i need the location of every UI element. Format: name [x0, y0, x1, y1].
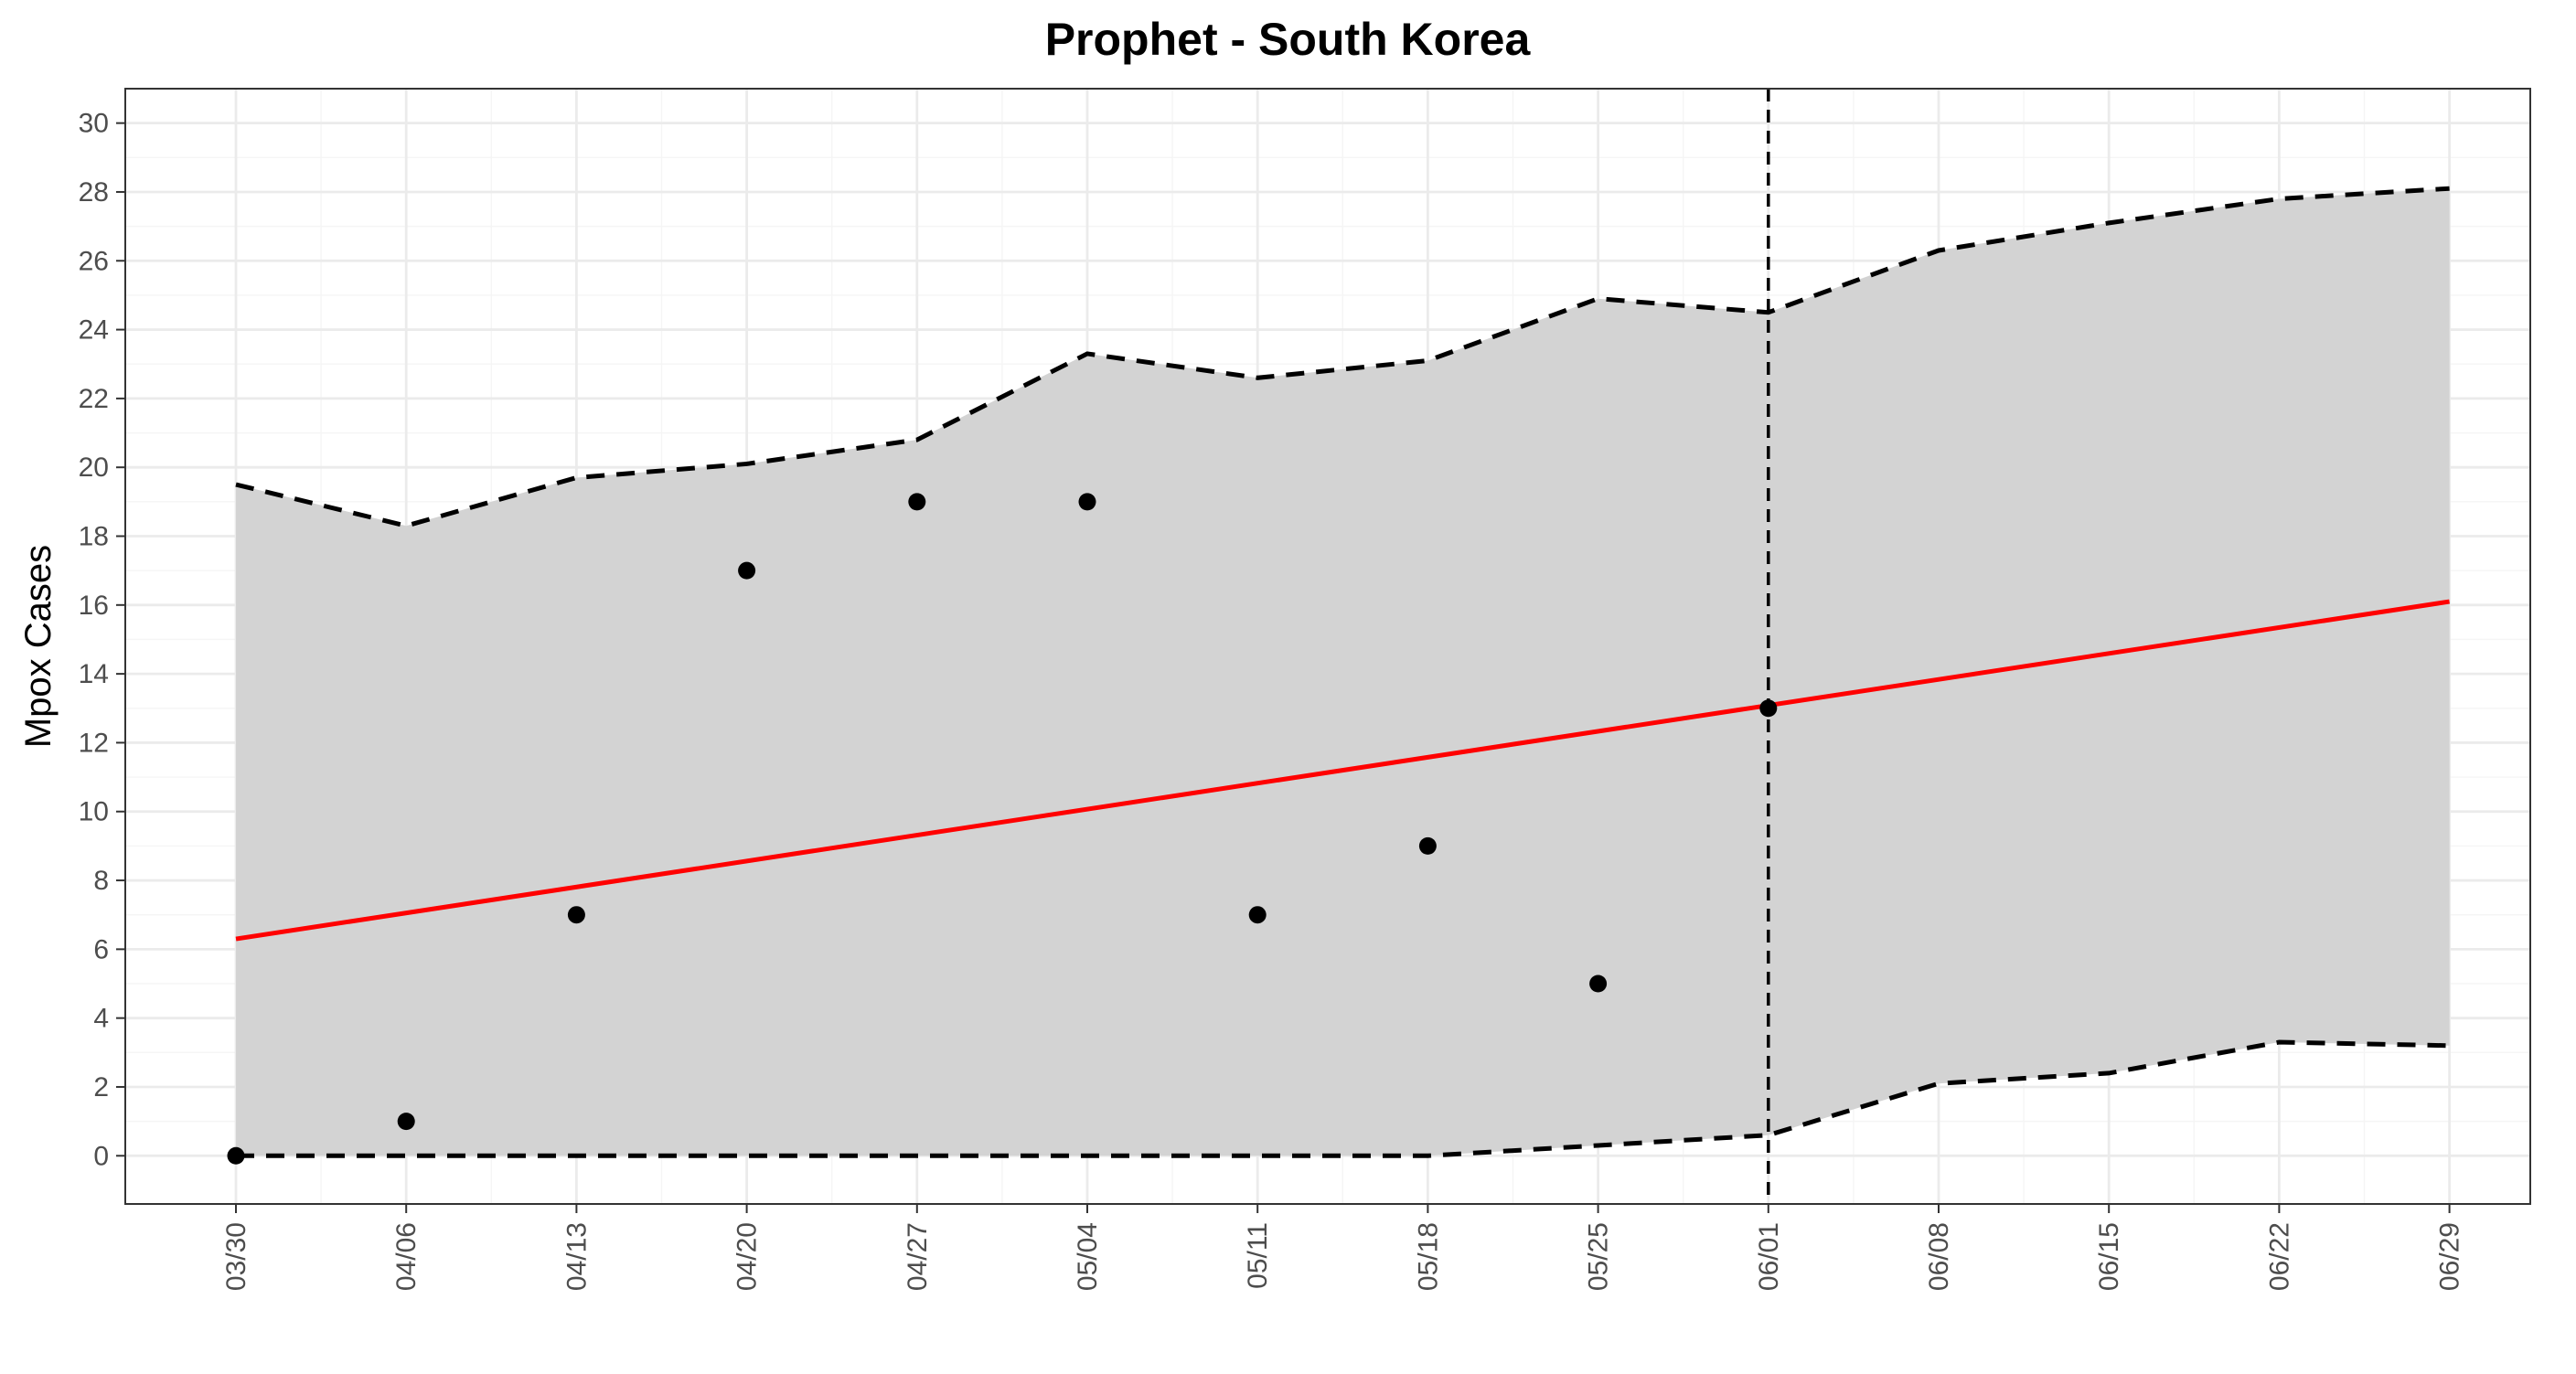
data-point [397, 1113, 415, 1131]
y-tick-label: 8 [93, 866, 109, 896]
data-point [1418, 836, 1437, 855]
chart-title: Prophet - South Korea [1045, 14, 1532, 65]
data-point [908, 493, 926, 511]
data-point [738, 561, 756, 580]
y-tick-label: 22 [79, 384, 109, 414]
x-tick-label: 04/06 [391, 1222, 422, 1291]
x-tick-label: 05/04 [1073, 1222, 1103, 1291]
y-tick-label: 18 [79, 522, 109, 552]
y-axis-label: Mpox Cases [18, 545, 59, 748]
upper-bound-line [235, 186, 2450, 528]
data-point [1759, 699, 1778, 718]
x-tick-label: 06/01 [1754, 1222, 1784, 1291]
y-tick-label: 30 [79, 109, 109, 139]
x-tick-label: 05/11 [1243, 1222, 1273, 1289]
uncertainty-band [236, 188, 2450, 1156]
y-tick-label: 12 [79, 728, 109, 758]
data-point [1589, 975, 1608, 993]
x-tick-label: 05/18 [1413, 1222, 1443, 1291]
y-tick-label: 6 [93, 934, 109, 964]
y-tick-label: 28 [79, 177, 109, 208]
y-tick-label: 4 [93, 1004, 109, 1034]
x-tick-label: 04/27 [903, 1222, 933, 1291]
x-tick-label: 03/30 [221, 1222, 251, 1291]
x-tick-label: 06/08 [1924, 1222, 1954, 1291]
y-tick-label: 26 [79, 246, 109, 276]
y-tick-label: 10 [79, 797, 109, 827]
y-tick-label: 2 [93, 1072, 109, 1102]
lower-bound-line [236, 1039, 2450, 1158]
fitted-trend-line [235, 599, 2450, 942]
y-tick-label: 0 [93, 1141, 109, 1171]
panel-border [124, 88, 2531, 1205]
x-tick-label: 06/15 [2094, 1222, 2124, 1291]
y-tick-label: 14 [79, 659, 109, 689]
data-point [227, 1146, 245, 1165]
data-point [1248, 906, 1267, 924]
x-tick-label: 04/13 [561, 1222, 592, 1291]
x-tick-label: 06/29 [2435, 1222, 2465, 1291]
x-tick-label: 04/20 [732, 1222, 763, 1291]
x-tick-label: 06/22 [2264, 1222, 2294, 1291]
data-point [1078, 493, 1096, 511]
data-point [567, 906, 585, 924]
y-tick-label: 20 [79, 453, 109, 483]
y-tick-label: 16 [79, 591, 109, 621]
x-tick-label: 05/25 [1584, 1222, 1614, 1291]
y-tick-label: 24 [79, 315, 109, 346]
